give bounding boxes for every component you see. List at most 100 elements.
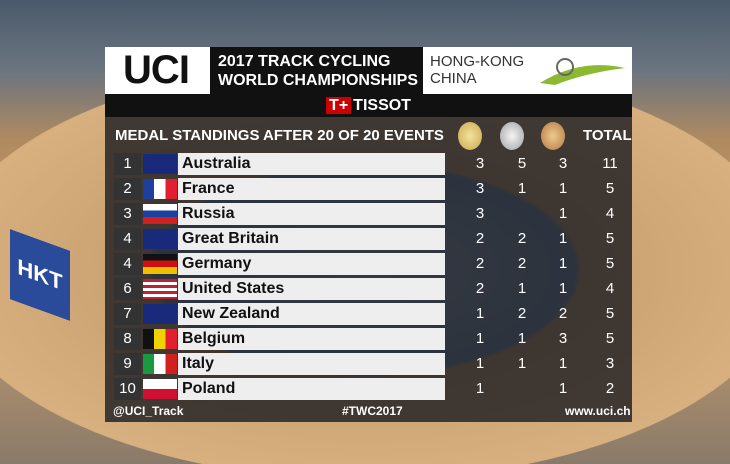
host-line: CHINA (430, 70, 477, 87)
rank: 4 (114, 228, 141, 250)
standing-row: 7 New Zealand 1 2 2 5 (114, 303, 619, 325)
flag (143, 279, 177, 299)
country: United States (178, 278, 445, 300)
silver-medal-icon (500, 122, 524, 150)
rank: 3 (114, 203, 141, 225)
header: UCI 2017 TRACK CYCLING WORLD CHAMPIONSHI… (105, 47, 632, 94)
bronze-count: 1 (558, 205, 568, 222)
flag (143, 379, 177, 399)
gold-count: 2 (475, 255, 485, 272)
total-count: 5 (605, 230, 615, 247)
standings-panel: MEDAL STANDINGS AFTER 20 OF 20 EVENTS TO… (105, 117, 632, 422)
standing-row: 2 France 3 1 1 5 (114, 178, 619, 200)
rank: 2 (114, 178, 141, 200)
gold-count: 2 (475, 230, 485, 247)
silver-count: 2 (517, 255, 527, 272)
country: Great Britain (178, 228, 445, 250)
sponsor-icon: T+ (326, 97, 352, 114)
gold-count: 1 (475, 380, 485, 397)
table-title: MEDAL STANDINGS AFTER 20 OF 20 EVENTS (115, 127, 444, 144)
host-city: HONG-KONG CHINA (430, 53, 524, 87)
gold-count: 3 (475, 155, 485, 172)
country: Poland (178, 378, 445, 400)
bronze-count: 1 (558, 355, 568, 372)
country: Russia (178, 203, 445, 225)
gold-count: 3 (475, 205, 485, 222)
silver-count: 2 (517, 230, 527, 247)
bronze-count: 1 (558, 255, 568, 272)
gold-count: 2 (475, 280, 485, 297)
sponsor: TISSOT (353, 97, 411, 114)
flag (143, 329, 177, 349)
total-header: TOTAL (583, 127, 632, 144)
uci-logo: UCI (123, 48, 190, 92)
flag (143, 354, 177, 374)
standing-row: 1 Australia 3 5 3 11 (114, 153, 619, 175)
standing-row: 4 Germany 2 2 1 5 (114, 253, 619, 275)
rank: 1 (114, 153, 141, 175)
standing-row: 4 Great Britain 2 2 1 5 (114, 228, 619, 250)
total-count: 4 (605, 280, 615, 297)
flag (143, 229, 177, 249)
rank: 9 (114, 353, 141, 375)
host-logo (540, 58, 625, 85)
event-line: 2017 TRACK CYCLING (218, 53, 391, 70)
silver-count: 2 (517, 305, 527, 322)
total-count: 5 (605, 255, 615, 272)
gold-count: 1 (475, 305, 485, 322)
rank: 6 (114, 278, 141, 300)
country: New Zealand (178, 303, 445, 325)
footer-center: #TWC2017 (342, 404, 403, 418)
bronze-count: 1 (558, 180, 568, 197)
country: Australia (178, 153, 445, 175)
bronze-medal-icon (541, 122, 565, 150)
total-count: 2 (605, 380, 615, 397)
silver-count: 5 (517, 155, 527, 172)
gold-count: 3 (475, 180, 485, 197)
event-name: 2017 TRACK CYCLING WORLD CHAMPIONSHIPS (210, 47, 423, 94)
silver-count: 1 (517, 330, 527, 347)
bronze-count: 2 (558, 305, 568, 322)
country: Germany (178, 253, 445, 275)
standing-row: 9 Italy 1 1 1 3 (114, 353, 619, 375)
bronze-count: 1 (558, 280, 568, 297)
bronze-count: 1 (558, 380, 568, 397)
gold-count: 1 (475, 355, 485, 372)
standing-row: 8 Belgium 1 1 3 5 (114, 328, 619, 350)
total-count: 5 (605, 330, 615, 347)
standing-row: 10 Poland 1 1 2 (114, 378, 619, 400)
flag (143, 304, 177, 324)
total-count: 5 (605, 305, 615, 322)
total-count: 11 (602, 155, 618, 172)
total-count: 5 (605, 180, 615, 197)
total-count: 3 (605, 355, 615, 372)
flag (143, 254, 177, 274)
flag (143, 154, 177, 174)
flag (143, 179, 177, 199)
sponsor-bar: T+ TISSOT (105, 94, 632, 117)
footer-right: www.uci.ch (565, 404, 631, 418)
country: Italy (178, 353, 445, 375)
silver-count: 1 (517, 280, 527, 297)
country: Belgium (178, 328, 445, 350)
host-line: HONG-KONG (430, 53, 525, 70)
rank: 7 (114, 303, 141, 325)
rank: 8 (114, 328, 141, 350)
event-line: WORLD CHAMPIONSHIPS (218, 72, 418, 89)
gold-medal-icon (458, 122, 482, 150)
rank: 10 (114, 378, 141, 400)
rank: 4 (114, 253, 141, 275)
silver-count: 1 (517, 180, 527, 197)
standing-row: 6 United States 2 1 1 4 (114, 278, 619, 300)
footer-left: @UCI_Track (113, 404, 184, 418)
total-count: 4 (605, 205, 615, 222)
bronze-count: 3 (558, 330, 568, 347)
silver-count: 1 (517, 355, 527, 372)
country: France (178, 178, 445, 200)
bronze-count: 3 (558, 155, 568, 172)
flag (143, 204, 177, 224)
bronze-count: 1 (558, 230, 568, 247)
standing-row: 3 Russia 3 1 4 (114, 203, 619, 225)
gold-count: 1 (475, 330, 485, 347)
